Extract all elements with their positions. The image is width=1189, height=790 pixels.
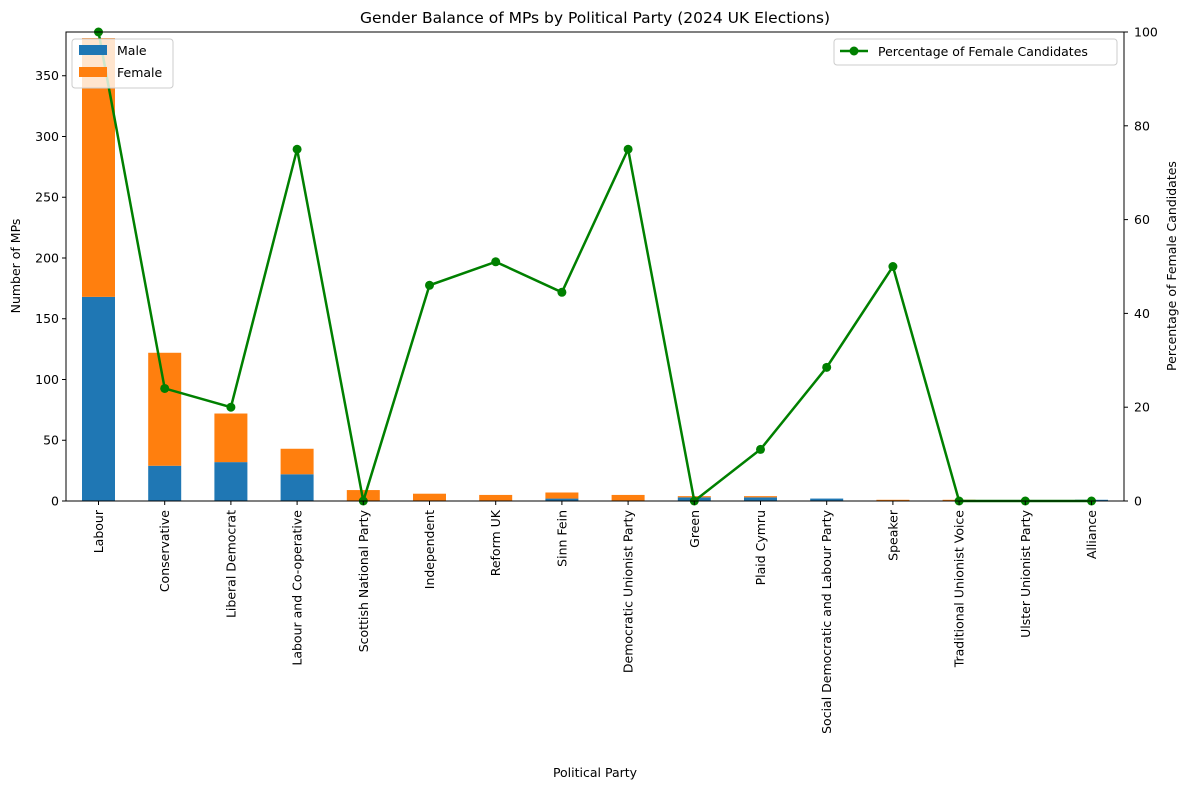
bar-male-7 [545,498,579,501]
bar-female-5 [413,493,446,501]
chart-title: Gender Balance of MPs by Political Party… [360,9,830,27]
bar-female-3 [280,448,314,475]
line-point-12 [888,262,898,271]
x-tick-label: Labour and Co-operative [290,510,305,666]
right-axis: 0 20 40 60 80 100 [1124,25,1158,509]
x-tick-label: Social Democratic and Labour Party [819,509,834,733]
x-tick-label: Green [687,510,702,548]
female-percentage-line [97,31,1092,504]
y2-tick-label: 100 [1134,25,1158,40]
legend-male-label: Male [117,43,147,58]
y-tick-label: 300 [35,129,59,144]
bar-male-0 [82,296,115,501]
plot-frame [65,31,1125,502]
y-tick-label: 250 [35,190,59,205]
x-tick-label: Democratic Unionist Party [621,509,636,673]
bar-female-7 [545,492,579,499]
legend-bars: Male Female [71,38,174,89]
bars-layer [82,38,1108,501]
line-point-11 [822,362,832,372]
legend-line-label: Percentage of Female Candidates [878,44,1088,59]
x-tick-label: Reform UK [488,509,503,576]
bar-female-8 [611,494,645,501]
x-axis-label: Political Party [553,765,638,780]
x-tick-label: Independent [422,510,437,589]
x-axis: Labour Conservative Liberal Democrat Labour… [91,501,1099,734]
y-tick-label: 0 [51,494,59,509]
y-tick-label: 50 [43,433,59,448]
bar-female-12 [876,499,910,501]
legend-female-swatch [79,67,107,77]
legend-line-frame [833,38,1118,66]
left-axis: 0 50 100 150 200 250 300 350 [35,68,66,509]
line-point-7 [557,287,567,297]
line-point-8 [623,144,633,154]
line-point-10 [756,444,765,454]
x-tick-label: Plaid Cymru [753,510,768,585]
y2-tick-label: 0 [1134,494,1142,509]
x-tick-label: Traditional Unionist Voice [952,510,967,669]
line-point-3 [292,144,302,154]
bar-female-1 [148,352,182,466]
legend-male-swatch [79,45,107,55]
x-tick-label: Scottish National Party [356,509,371,652]
bar-male-10 [744,497,777,501]
y-tick-label: 150 [35,311,59,326]
line-point-5 [425,280,434,290]
line-point-6 [491,257,501,267]
line-point-2 [226,402,236,412]
x-tick-label: Alliance [1084,510,1099,559]
y-tick-label: 200 [35,250,59,265]
y-tick-label: 350 [35,68,59,83]
legend-line: Percentage of Female Candidates [833,38,1118,66]
legend-female-label: Female [117,65,163,80]
y2-axis-label: Percentage of Female Candidates [1164,161,1179,371]
x-tick-label: Sinn Fein [554,510,569,567]
y-axis-label: Number of MPs [8,219,23,314]
y-tick-label: 100 [35,372,59,387]
bar-male-1 [148,465,182,501]
x-tick-label: Liberal Democrat [223,510,238,618]
line-point-1 [160,383,170,393]
bar-female-2 [214,413,248,463]
x-tick-label: Conservative [157,510,172,592]
y2-tick-label: 60 [1134,212,1150,227]
y2-tick-label: 80 [1134,118,1150,133]
y2-tick-label: 20 [1134,400,1150,415]
x-tick-label: Labour [91,509,106,553]
bar-male-3 [280,474,314,501]
x-tick-label: Speaker [885,509,900,561]
bar-female-10 [744,496,777,498]
legend-line-marker [849,46,859,56]
bar-male-11 [810,498,844,501]
bar-female-6 [479,494,513,501]
x-tick-label: Ulster Unionist Party [1018,509,1033,637]
bar-male-2 [214,462,248,501]
y2-tick-label: 40 [1134,306,1150,321]
